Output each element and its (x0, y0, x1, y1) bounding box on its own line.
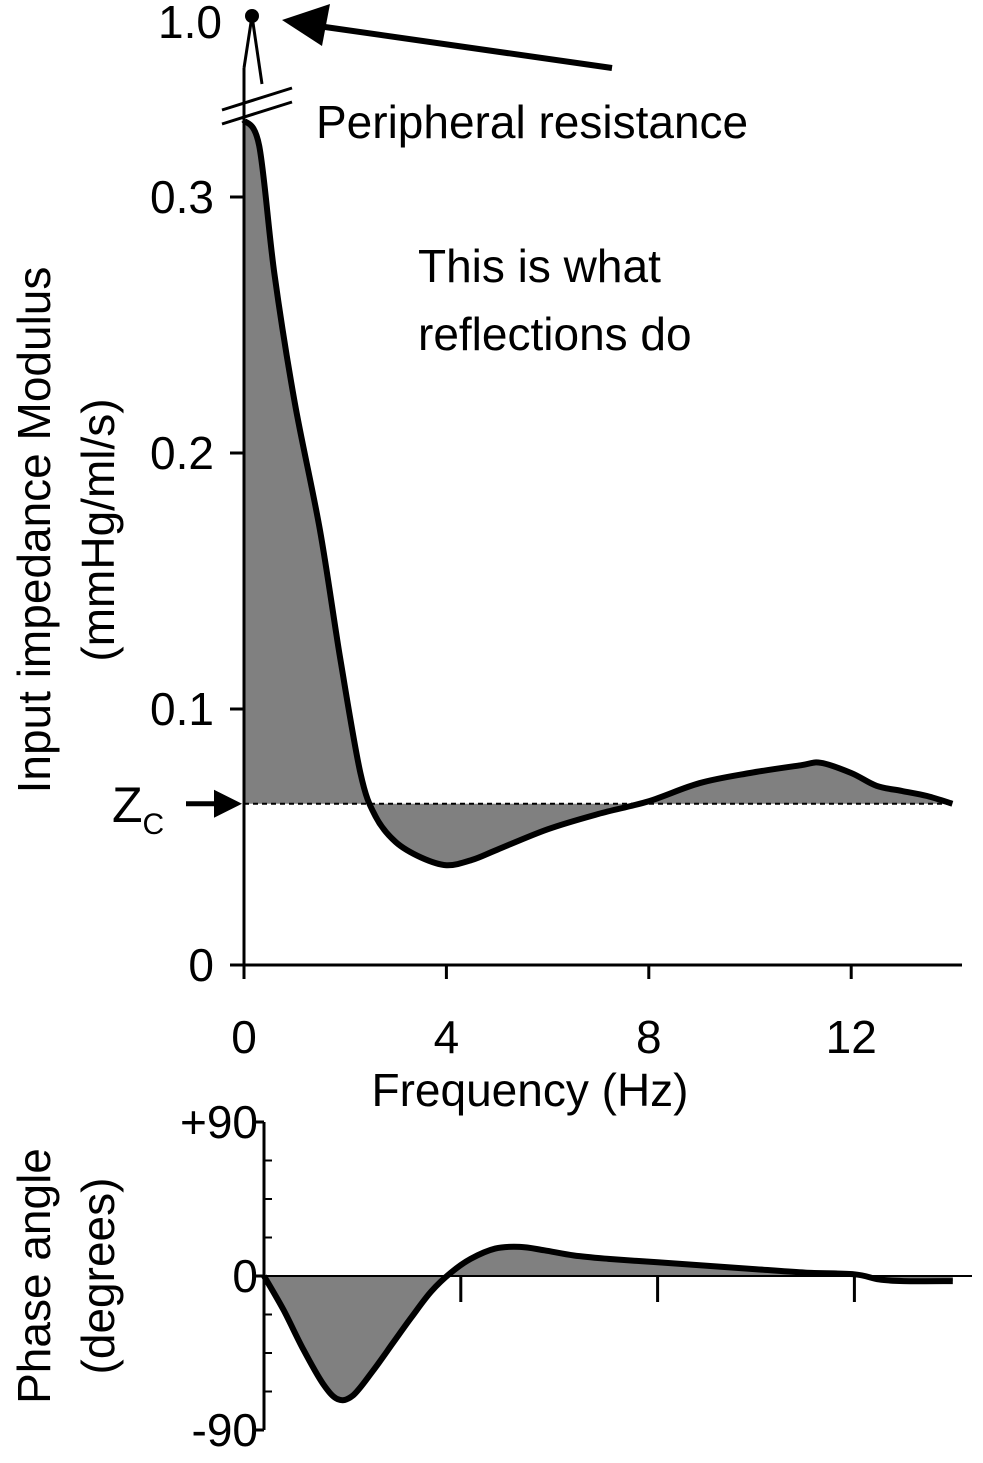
top-point-stem-right (250, 15, 264, 85)
phase-y-tick-label: 0 (232, 1250, 258, 1302)
phase-curve (261, 1243, 953, 1404)
y-tick-label-top: 1.0 (158, 0, 222, 48)
reflections-label-line1: This is what (418, 240, 661, 292)
axis-break-mark-1 (221, 86, 293, 112)
phase-y-tick-label: -90 (192, 1404, 258, 1456)
zc-label-main: Z (112, 777, 143, 833)
peripheral-resistance-point (245, 9, 259, 23)
phase-angle-chart: +90 0 -90 Phase angle (degrees) (8, 1096, 972, 1456)
x-title: Frequency (Hz) (372, 1064, 689, 1116)
peripheral-resistance-arrowhead (282, 4, 330, 46)
phase-y-title: Phase angle (degrees) (8, 1148, 124, 1404)
zc-label-sub: C (143, 808, 165, 841)
reflections-label-line2: reflections do (418, 308, 692, 360)
phase-y-tick-label: +90 (180, 1096, 258, 1148)
impedance-y-ticks: 0 0.1 0.2 0.3 (150, 171, 244, 991)
impedance-modulus-chart: 0 4 8 12 0 0.1 0.2 0.3 1.0 Peripheral resistan… (8, 0, 962, 1116)
y-tick-label: 0.3 (150, 171, 214, 223)
phase-y-ticks: +90 0 -90 (180, 1096, 272, 1456)
phase-y-title-line1: Phase angle (8, 1148, 60, 1404)
zc-label: ZC (112, 777, 164, 841)
peripheral-resistance-arrow-shaft (317, 23, 613, 71)
zc-arrowhead (214, 789, 242, 818)
x-tick-label: 0 (231, 1011, 257, 1063)
y-tick-label: 0.2 (150, 427, 214, 479)
impedance-x-ticks: 0 4 8 12 (231, 965, 877, 1063)
x-tick-label: 12 (826, 1011, 877, 1063)
impedance-curve (241, 118, 954, 869)
axis-break-mark-2 (221, 100, 293, 126)
top-point-stem (242, 15, 254, 69)
y-title-line1: Input impedance Modulus (8, 267, 60, 794)
impedance-y-title: Input impedance Modulus (mmHg/ml/s) (8, 267, 124, 794)
x-tick-label: 8 (636, 1011, 662, 1063)
y-tick-label: 0 (188, 939, 214, 991)
x-tick-label: 4 (434, 1011, 460, 1063)
y-tick-label: 0.1 (150, 683, 214, 735)
impedance-area-fill (244, 120, 953, 866)
y-title-line2: (mmHg/ml/s) (72, 398, 124, 661)
phase-y-title-line2: (degrees) (72, 1178, 124, 1375)
phase-x-ticks (459, 1276, 856, 1302)
peripheral-resistance-label: Peripheral resistance (316, 96, 748, 148)
